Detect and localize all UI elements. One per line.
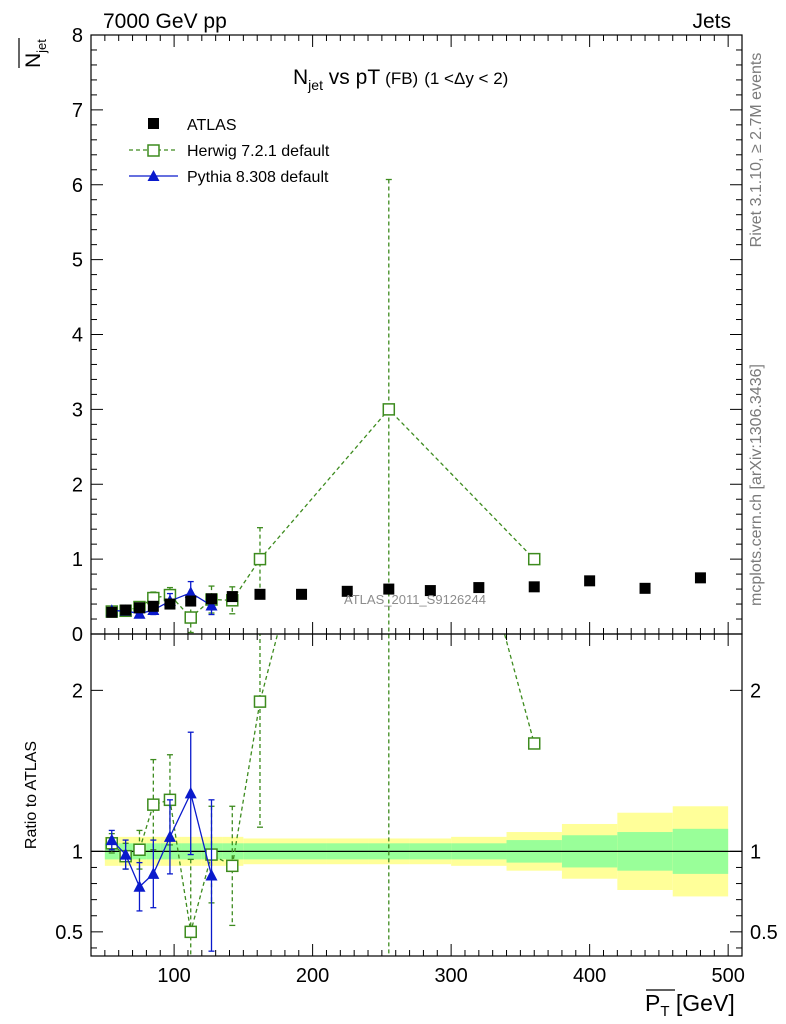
main-point-atlas	[473, 582, 485, 594]
main-point-atlas	[120, 604, 132, 616]
main-line-herwig	[111, 408, 535, 619]
main-y-label-text: Njet	[22, 39, 49, 68]
header-left: 7000 GeV pp	[103, 10, 227, 33]
mcplots-label: mcplots.cern.ch [arXiv:1306.3436]	[748, 364, 765, 606]
plot-title: Njet vs pT (FB) (1 <Δy < 2)	[293, 66, 508, 93]
ratio-plot-area	[91, 634, 742, 956]
main-point-pythia	[205, 599, 218, 611]
ratio-point-pythia	[119, 848, 132, 860]
main-point-pythia	[184, 586, 197, 598]
main-x-ticks	[90, 35, 743, 634]
legend-marker-pythia	[147, 170, 160, 181]
legend-marker-atlas	[148, 118, 159, 129]
main-plot-area	[105, 178, 706, 634]
main-y-label: Njet	[18, 38, 49, 68]
ratio-point-pythia	[133, 880, 146, 892]
y-tick-label: 0	[72, 624, 83, 646]
x-tick-label: 100	[157, 965, 190, 987]
ratio-y-tick-label: 0.5	[55, 922, 83, 944]
ratio-y-tick-label: 1	[72, 841, 83, 863]
legend-item-pythia: Pythia 8.308 default	[129, 169, 329, 186]
ratio-point-herwig	[184, 925, 197, 939]
x-tick-label: 300	[434, 965, 467, 987]
legend: ATLAS Herwig 7.2.1 default Pythia 8.308 …	[129, 117, 330, 186]
main-point-atlas	[424, 585, 436, 597]
ratio-y-axis: 0.5 0.5 1 1 2 2	[55, 680, 778, 949]
ratio-point-pythia	[205, 869, 218, 881]
x-axis-label: PT [GeV]	[645, 989, 735, 1020]
ratio-point-herwig	[253, 695, 267, 708]
ratio-line-herwig	[111, 634, 535, 933]
main-point-atlas	[164, 598, 176, 610]
ratio-point-pythia	[105, 833, 118, 846]
x-tick-label: 200	[296, 965, 329, 987]
legend-label-herwig: Herwig 7.2.1 default	[187, 143, 330, 160]
main-point-atlas	[341, 585, 353, 597]
ratio-point-pythia	[147, 867, 160, 879]
main-point-atlas	[133, 602, 145, 614]
rivet-version-label: Rivet 3.1.10, ≥ 2.7M events	[748, 53, 765, 248]
y-tick-label: 7	[72, 100, 83, 122]
y-tick-label: 4	[72, 325, 83, 347]
main-point-herwig	[253, 552, 267, 566]
main-point-atlas	[226, 591, 238, 603]
main-point-atlas	[106, 606, 118, 618]
legend-label-pythia: Pythia 8.308 default	[187, 169, 329, 186]
ratio-y-tick-label-right: 2	[750, 680, 761, 702]
main-point-atlas	[185, 595, 197, 607]
main-point-atlas	[296, 588, 308, 600]
legend-label-atlas: ATLAS	[187, 117, 237, 134]
main-point-atlas	[528, 581, 540, 593]
main-panel: 0 1 2 3 4 5 6 7 8 Njet vs pT (FB) (1 <Δy < 2) Njet…	[18, 25, 743, 646]
ratio-point-pythia	[163, 830, 176, 842]
ratio-x-axis: 100 200 300 400 500	[90, 634, 745, 987]
y-tick-label: 5	[72, 250, 83, 272]
ratio-panel: 0.5 0.5 1 1 2 2 100 200 300 400 500 Ratio to ATLA…	[23, 633, 778, 1020]
main-point-atlas	[206, 593, 218, 605]
main-point-herwig	[527, 552, 541, 566]
x-tick-label: 400	[573, 965, 606, 987]
y-tick-label: 3	[72, 399, 83, 421]
ratio-y-tick-label-right: 1	[750, 841, 761, 863]
ratio-frame	[90, 633, 743, 957]
legend-marker-herwig	[147, 144, 160, 157]
main-point-atlas	[694, 572, 706, 584]
y-tick-label: 1	[72, 549, 83, 571]
main-point-herwig	[382, 403, 396, 416]
legend-item-atlas: ATLAS	[148, 117, 237, 134]
ratio-point-herwig	[527, 737, 541, 750]
ratio-y-tick-label-right: 0.5	[750, 922, 778, 944]
x-tick-label: 500	[711, 965, 744, 987]
header-right: Jets	[692, 10, 731, 33]
analysis-watermark: ATLAS_2011_S9126244	[344, 592, 486, 607]
y-tick-label: 6	[72, 175, 83, 197]
main-y-axis: 0 1 2 3 4 5 6 7 8	[72, 25, 742, 646]
ratio-y-label: Ratio to ATLAS	[23, 741, 40, 849]
y-tick-label: 2	[72, 474, 83, 496]
ratio-point-herwig	[147, 798, 160, 811]
y-tick-label: 8	[72, 25, 83, 47]
main-point-atlas	[147, 600, 159, 612]
ratio-y-tick-label: 2	[72, 680, 83, 702]
x-axis-label-text: PT [GeV]	[645, 990, 735, 1020]
main-point-atlas	[639, 582, 651, 594]
ratio-point-herwig	[226, 859, 239, 873]
main-point-atlas	[254, 588, 266, 600]
legend-item-herwig: Herwig 7.2.1 default	[129, 143, 330, 160]
ratio-point-herwig	[133, 843, 146, 856]
main-point-atlas	[584, 575, 596, 587]
main-point-herwig	[184, 611, 197, 624]
main-point-atlas	[383, 583, 395, 595]
ratio-point-pythia	[184, 786, 197, 799]
